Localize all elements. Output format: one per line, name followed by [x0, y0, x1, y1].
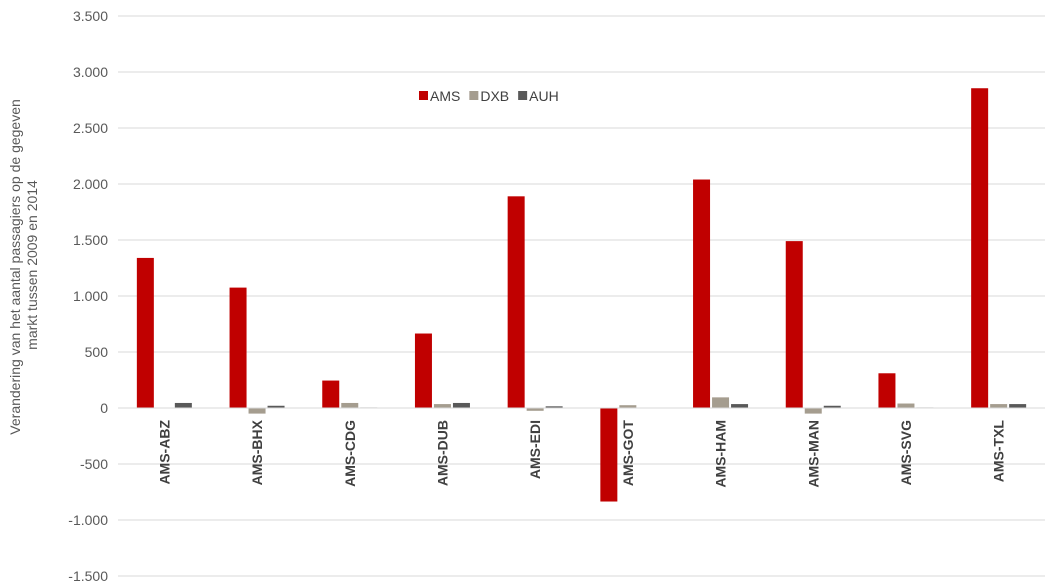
y-tick-label: -1.000	[68, 512, 108, 528]
bar-auh-ams-abz	[174, 402, 192, 408]
y-axis-title-line1: Verandering van het aantal passagiers op…	[7, 99, 23, 434]
category-label: AMS-MAN	[805, 420, 821, 488]
legend-swatch-ams	[419, 91, 428, 100]
y-axis-title-line2: markt tussen 2009 en 2014	[24, 180, 40, 350]
bar-auh-ams-txl	[1009, 404, 1027, 408]
category-labels: AMS-ABZ AMS-BHX AMS-CDG AMS-DUB AMS-EDI AMS-G…	[156, 419, 1006, 487]
category-label: AMS-HAM	[713, 420, 729, 488]
bar-dxb-ams-ham	[712, 397, 730, 408]
legend-label-ams: AMS	[430, 88, 460, 104]
legend-swatch-dxb	[469, 91, 479, 100]
category-label: AMS-GOT	[620, 420, 636, 487]
y-tick-label: -1.500	[68, 568, 108, 584]
legend-label-dxb: DXB	[480, 88, 509, 104]
y-tick-label: 2.000	[73, 176, 108, 192]
legend: AMS DXB AUH	[419, 88, 559, 104]
category-label: AMS-ABZ	[156, 420, 172, 485]
category-label: AMS-CDG	[342, 420, 358, 487]
y-tick-label: 3.000	[73, 64, 108, 80]
category-label: AMS-SVG	[898, 420, 914, 485]
bar-dxb-ams-got	[619, 405, 637, 408]
gridlines	[118, 15, 1045, 577]
category-label: AMS-TXL	[991, 420, 1007, 483]
bar-auh-ams-dub	[452, 402, 470, 408]
category-label: AMS-EDI	[527, 420, 543, 479]
bar-auh-ams-man	[823, 405, 841, 408]
bar-ams-ams-cdg	[322, 380, 340, 408]
bar-ams-ams-man	[785, 241, 803, 408]
bar-auh-ams-edi	[545, 406, 563, 408]
y-tick-label: 0	[100, 400, 108, 416]
bar-ams-ams-svg	[878, 373, 896, 408]
bar-ams-ams-ham	[693, 179, 711, 408]
bars	[136, 88, 1027, 502]
bar-ams-ams-txl	[971, 88, 989, 409]
category-label: AMS-BHX	[249, 419, 265, 485]
bar-dxb-ams-bhx	[248, 408, 266, 414]
bar-dxb-ams-edi	[526, 408, 544, 411]
category-label: AMS-DUB	[434, 420, 450, 486]
y-tick-label: 1.500	[73, 232, 108, 248]
bar-auh-ams-ham	[731, 404, 749, 408]
bar-dxb-ams-dub	[433, 404, 451, 408]
y-tick-label: -500	[80, 456, 108, 472]
bar-auh-ams-bhx	[267, 405, 285, 408]
y-axis-ticks: 3.500 3.000 2.500 2.000 1.500 1.000 500 0 -500 -1…	[68, 8, 108, 584]
legend-swatch-auh	[518, 91, 528, 100]
y-tick-label: 500	[85, 344, 109, 360]
y-axis-title: Verandering van het aantal passagiers op…	[7, 95, 40, 434]
bar-dxb-ams-man	[804, 408, 822, 414]
bar-ams-ams-got	[600, 408, 618, 502]
y-tick-label: 2.500	[73, 120, 108, 136]
bar-ams-ams-abz	[136, 257, 154, 408]
y-tick-label: 1.000	[73, 288, 108, 304]
bar-dxb-ams-svg	[897, 403, 915, 408]
bar-dxb-ams-cdg	[341, 402, 359, 408]
legend-label-auh: AUH	[529, 88, 559, 104]
bar-ams-ams-edi	[507, 196, 525, 408]
bar-ams-ams-bhx	[229, 287, 247, 408]
bar-dxb-ams-txl	[990, 404, 1008, 408]
bar-ams-ams-dub	[414, 333, 432, 408]
y-tick-label: 3.500	[73, 8, 108, 24]
